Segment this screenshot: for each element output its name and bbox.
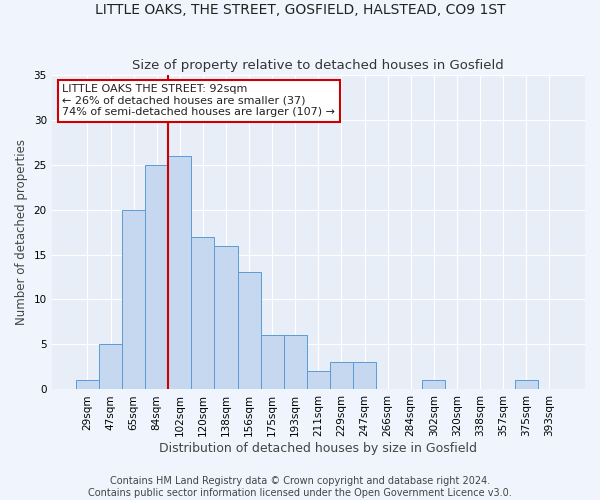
Bar [122,210,145,390]
Text: Contains HM Land Registry data © Crown copyright and database right 2024.
Contai: Contains HM Land Registry data © Crown c… [88,476,512,498]
Bar [284,336,307,390]
Bar [353,362,376,390]
Bar [168,156,191,390]
Y-axis label: Number of detached properties: Number of detached properties [15,139,28,325]
Bar [214,246,238,390]
Bar [145,164,168,390]
Bar [76,380,99,390]
X-axis label: Distribution of detached houses by size in Gosfield: Distribution of detached houses by size … [160,442,478,455]
Text: LITTLE OAKS, THE STREET, GOSFIELD, HALSTEAD, CO9 1ST: LITTLE OAKS, THE STREET, GOSFIELD, HALST… [95,2,505,16]
Bar [238,272,260,390]
Bar [260,336,284,390]
Title: Size of property relative to detached houses in Gosfield: Size of property relative to detached ho… [133,59,504,72]
Bar [99,344,122,390]
Bar [422,380,445,390]
Text: LITTLE OAKS THE STREET: 92sqm
← 26% of detached houses are smaller (37)
74% of s: LITTLE OAKS THE STREET: 92sqm ← 26% of d… [62,84,335,117]
Bar [307,372,330,390]
Bar [515,380,538,390]
Bar [191,236,214,390]
Bar [330,362,353,390]
